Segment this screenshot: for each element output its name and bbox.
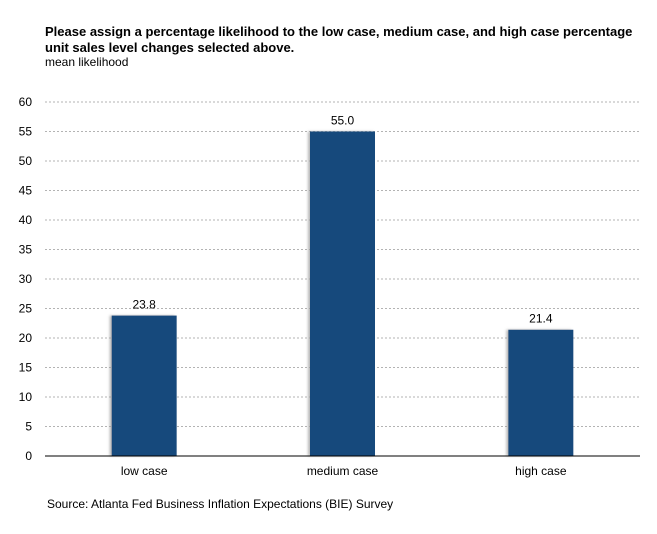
y-tick-label: 0 [25,449,32,463]
y-tick-label: 20 [19,331,33,345]
x-axis: low case medium case high case [45,455,640,478]
x-category-label: medium case [307,464,379,478]
y-tick-label: 55 [19,125,33,139]
x-category-label: low case [121,464,168,478]
data-label: 23.8 [132,298,156,312]
bars: 23.8 55.0 21.4 [111,114,574,456]
y-axis-ticks: 0 5 10 15 20 25 30 35 40 45 50 55 60 [19,95,33,463]
y-tick-label: 25 [19,302,33,316]
y-tick-label: 60 [19,95,33,109]
data-label: 55.0 [331,114,355,128]
y-tick-label: 5 [25,420,32,434]
chart-subtitle: mean likelihood [45,55,129,69]
bar [508,329,574,456]
chart-title: Please assign a percentage likelihood to… [45,24,633,55]
data-label: 21.4 [529,312,553,326]
y-tick-label: 35 [19,243,33,257]
y-tick-label: 30 [19,272,33,286]
y-tick-label: 40 [19,213,33,227]
y-tick-label: 15 [19,361,33,375]
y-tick-label: 45 [19,184,33,198]
bar [310,131,375,456]
x-category-label: high case [515,464,567,478]
bar [111,315,177,456]
source-note: Source: Atlanta Fed Business Inflation E… [47,497,394,511]
y-tick-label: 10 [19,390,33,404]
y-tick-label: 50 [19,154,33,168]
